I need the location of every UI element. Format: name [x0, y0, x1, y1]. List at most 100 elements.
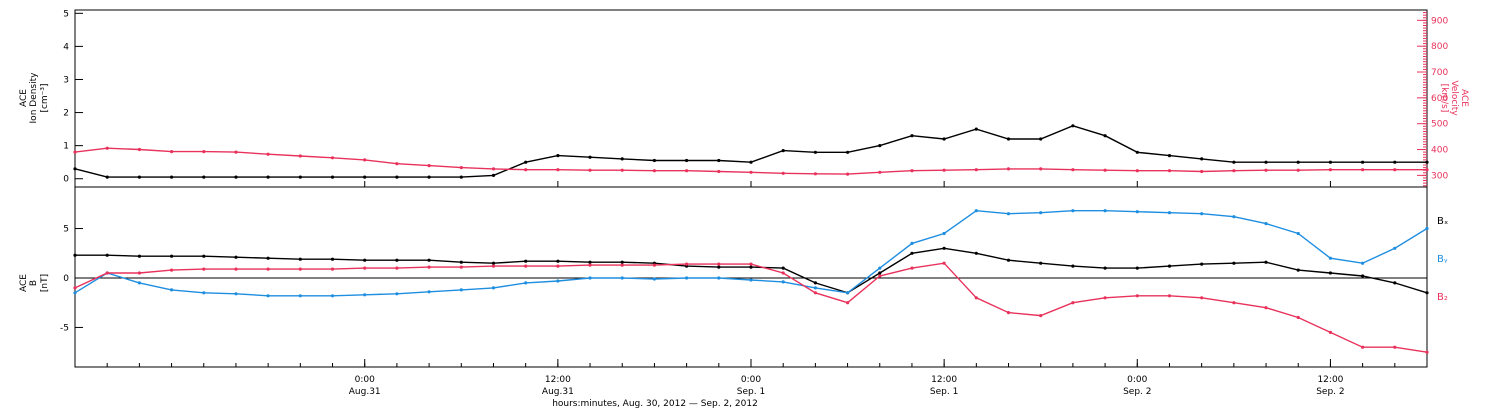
data-point [1328, 256, 1332, 260]
legend-bx: Bₓ [1437, 216, 1448, 227]
data-point [974, 209, 978, 213]
x-tick-label-time: 0:00 [741, 375, 761, 385]
data-point [1296, 315, 1300, 320]
top-left-tick-label: 3 [63, 75, 69, 85]
data-point [459, 265, 463, 269]
x-tick-label-time: 0:00 [1127, 375, 1147, 385]
data-point [588, 276, 592, 280]
series-line-magenta [74, 262, 1428, 353]
x-tick-label-time: 0:00 [355, 375, 375, 385]
data-point [395, 292, 399, 296]
data-point [234, 175, 238, 179]
x-tick-label-date: Sep. 2 [1123, 387, 1151, 397]
data-point [813, 150, 818, 154]
data-point [363, 266, 367, 270]
top-left-tick-label: 4 [63, 42, 69, 52]
data-point [491, 173, 496, 177]
data-point [266, 267, 270, 271]
data-point [652, 263, 657, 267]
data-point [556, 279, 560, 283]
data-point [266, 294, 270, 298]
data-point [524, 264, 528, 268]
data-point [1200, 169, 1204, 174]
data-point [781, 266, 785, 270]
data-point [459, 288, 463, 292]
data-point [1006, 137, 1011, 141]
data-point [1264, 222, 1268, 226]
data-point [524, 259, 528, 263]
data-point [1361, 168, 1365, 172]
data-point [1328, 168, 1332, 172]
data-point [395, 162, 399, 166]
data-point [717, 265, 721, 269]
data-point [1425, 168, 1429, 172]
data-point [137, 281, 141, 285]
data-point [910, 241, 914, 245]
x-tick-label-time: 12:00 [1317, 375, 1343, 385]
data-point [1167, 264, 1172, 268]
data-point [105, 146, 109, 150]
data-point [330, 175, 335, 179]
data-point [202, 175, 206, 179]
data-point [781, 280, 785, 284]
data-point [1006, 167, 1011, 171]
data-point [1135, 210, 1139, 214]
data-point [652, 277, 657, 281]
data-point [330, 156, 335, 160]
data-point [170, 268, 174, 272]
data-point [781, 271, 785, 275]
data-point [234, 255, 238, 259]
data-point [1039, 211, 1043, 215]
top-panel-frame [74, 9, 1428, 188]
data-point [298, 257, 302, 261]
data-point [1393, 246, 1397, 250]
data-point [846, 150, 850, 154]
data-point [1200, 157, 1204, 161]
data-point [395, 175, 399, 179]
data-point [395, 266, 399, 270]
data-point [298, 294, 302, 298]
data-point [1103, 209, 1107, 213]
data-point [813, 172, 818, 176]
data-point [1232, 301, 1236, 305]
data-point [588, 155, 592, 159]
top-right-tick-label: 400 [1431, 146, 1448, 156]
data-point [459, 260, 463, 264]
bottom-ylabel-left-line1: ACE [19, 274, 29, 292]
data-point [1425, 350, 1429, 354]
data-point [1328, 330, 1332, 334]
data-point [330, 257, 335, 261]
data-point [1393, 168, 1397, 172]
legend-by: Bᵧ [1437, 254, 1448, 265]
data-point [974, 251, 978, 255]
data-point [459, 175, 463, 179]
data-point [1425, 291, 1429, 295]
data-point [1393, 160, 1397, 164]
series-line-blue [74, 209, 1428, 297]
data-point [1361, 160, 1365, 164]
data-point [73, 253, 77, 257]
data-point [620, 157, 624, 161]
data-point [1135, 294, 1139, 298]
data-point [652, 158, 657, 163]
data-point [137, 147, 141, 152]
data-point [910, 251, 914, 255]
data-point [1071, 264, 1075, 268]
data-point [1039, 261, 1043, 265]
data-point [202, 150, 206, 154]
top-left-tick-label: 1 [63, 142, 69, 152]
data-point [427, 290, 431, 294]
data-point [942, 168, 946, 172]
data-point [105, 271, 109, 275]
data-point [1071, 168, 1075, 172]
data-point [685, 276, 689, 280]
bottom-ylabel-left-line3: [nT] [40, 274, 50, 292]
data-point [556, 264, 560, 268]
data-point [749, 265, 753, 269]
data-point [942, 261, 946, 265]
data-point [105, 253, 109, 257]
bottom-panel-ticks: -5 0 5 [60, 225, 83, 333]
data-point [363, 258, 367, 262]
data-point [878, 271, 882, 275]
data-point [1103, 266, 1107, 270]
